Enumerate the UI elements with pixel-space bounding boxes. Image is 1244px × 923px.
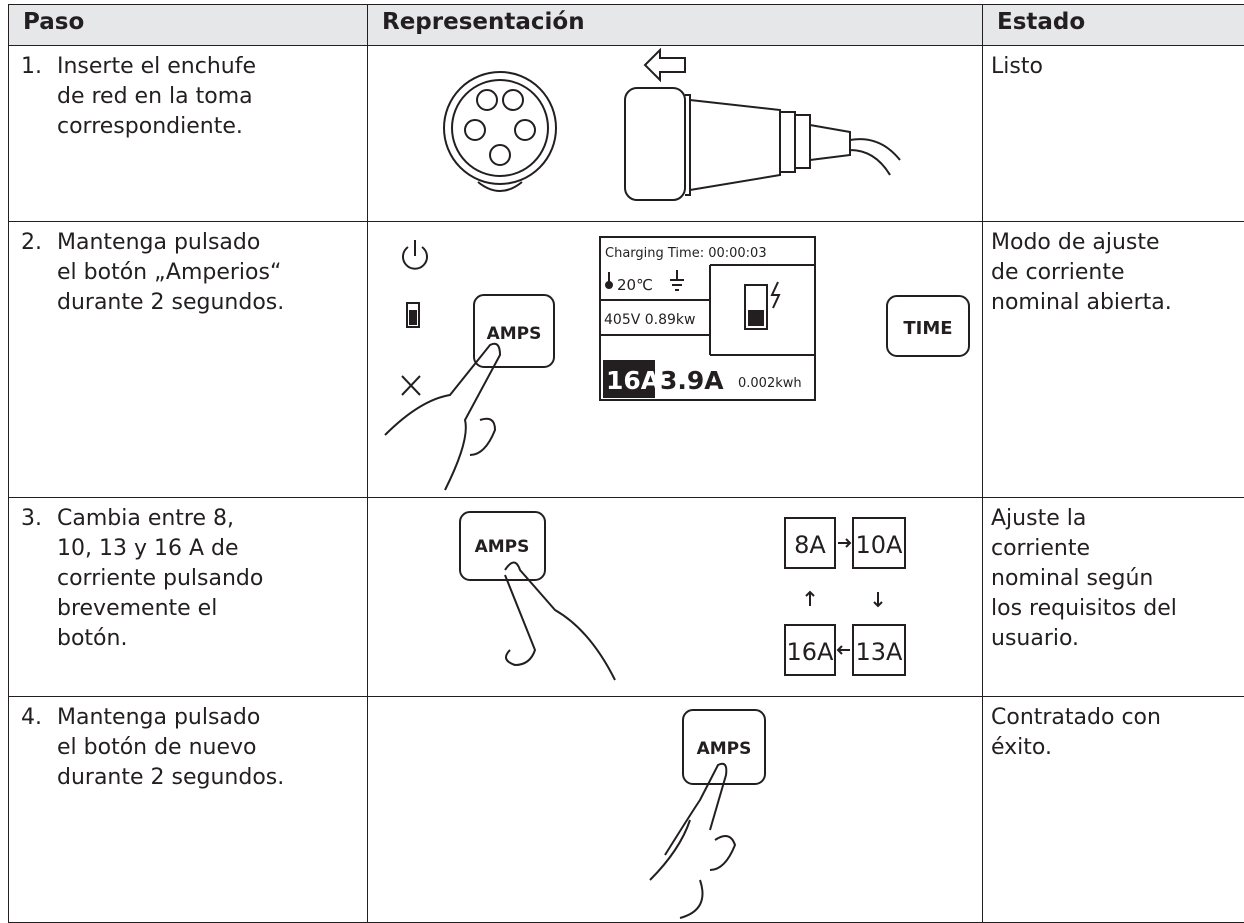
hand [385, 344, 500, 490]
display-text: 405V 0.89kw [604, 312, 695, 328]
cycle-label: 13A [856, 638, 904, 666]
illustration-shape [490, 145, 510, 165]
display-text: 20℃ [617, 276, 653, 294]
illustration-shape [748, 310, 764, 326]
illustration-shape [452, 80, 548, 176]
illustration-shape [780, 112, 810, 172]
illustration-shape [477, 90, 497, 110]
illustration-shape [772, 282, 779, 308]
tools-icon [402, 376, 420, 395]
hand [650, 764, 735, 918]
cycle-label: 8A [794, 531, 826, 559]
display-text: 0.002kwh [738, 376, 802, 391]
illustration-shape [625, 88, 685, 200]
illustration-shape [444, 72, 556, 184]
button-label: TIME [903, 318, 952, 339]
plug [625, 88, 900, 200]
battery-level [409, 310, 417, 325]
button-label: AMPS [487, 324, 542, 344]
illustration-shape [515, 120, 535, 140]
cycle-label: 10A [856, 531, 904, 559]
power-icon [403, 240, 427, 269]
illustration-shape [465, 120, 485, 140]
button-label: AMPS [475, 537, 530, 557]
illustration-shape [810, 125, 900, 175]
display-text: Charging Time: 00:00:03 [605, 246, 767, 261]
socket [444, 72, 556, 191]
cycle-label: 16A [787, 638, 835, 666]
arrow [645, 50, 685, 80]
illustration-shape [685, 95, 780, 195]
illustration-shape [503, 90, 523, 110]
display-text: 16A [606, 366, 661, 395]
button-label: AMPS [697, 739, 752, 759]
illustration-shape [670, 270, 684, 290]
display-text: 3.9A [660, 366, 724, 395]
